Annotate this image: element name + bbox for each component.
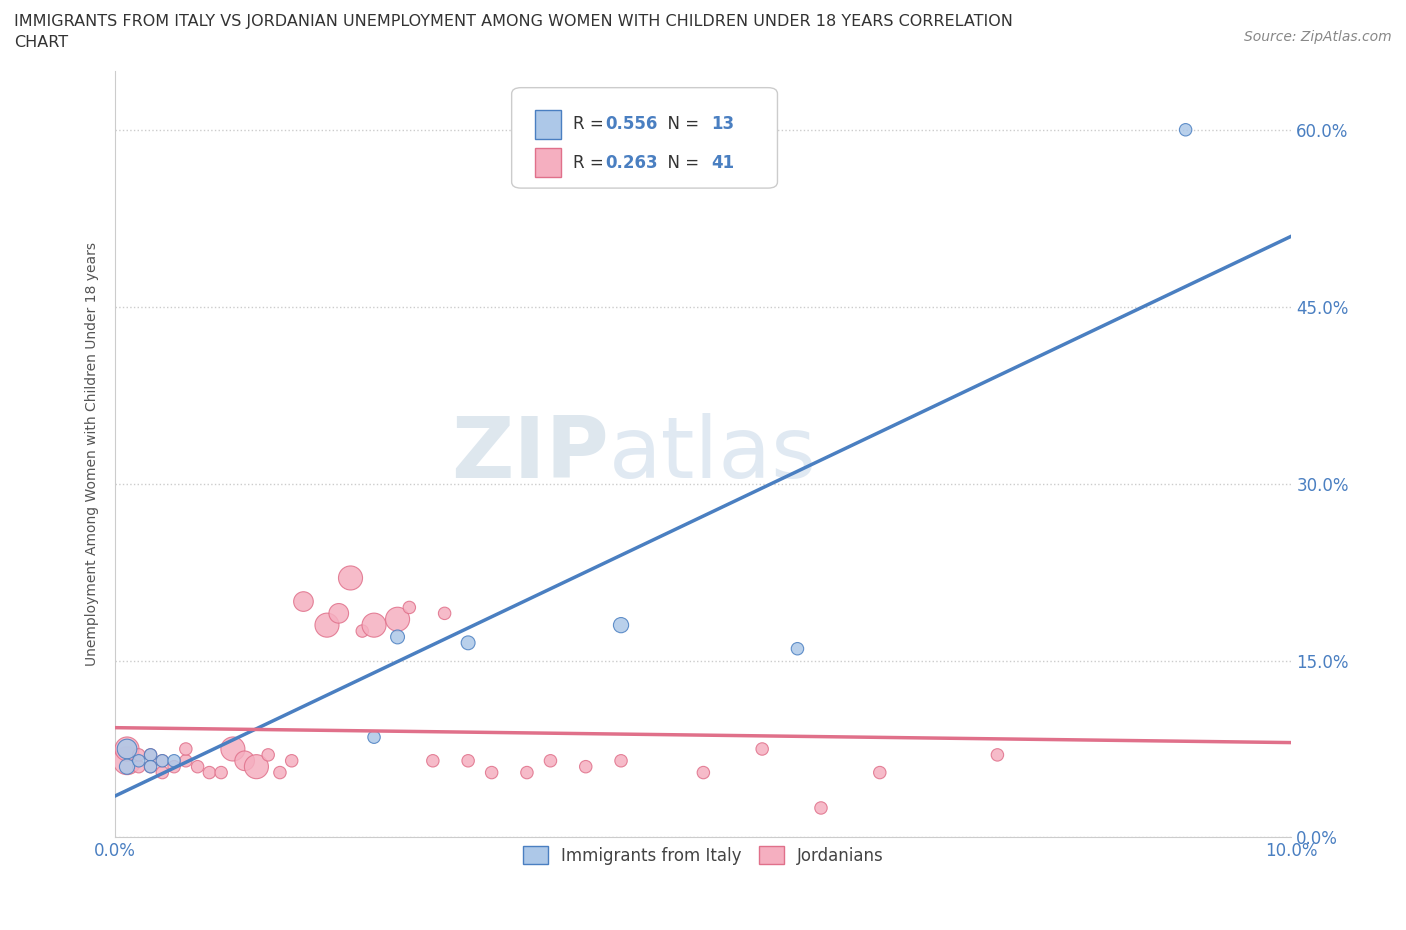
Point [139,759,162,774]
Point [786,642,808,657]
Point [516,765,538,780]
Text: CHART: CHART [14,35,67,50]
Point [269,765,291,780]
Point [222,741,245,756]
Point [115,753,138,768]
Point [257,748,280,763]
Point [128,759,150,774]
Text: R =: R = [572,115,609,134]
Point [150,753,173,768]
Point [209,765,232,780]
Point [457,635,479,650]
Point [198,765,221,780]
Point [363,618,385,632]
Point [163,759,186,774]
Point [150,753,173,768]
Point [150,765,173,780]
Legend: Immigrants from Italy, Jordanians: Immigrants from Italy, Jordanians [516,840,890,871]
Text: 41: 41 [711,153,735,172]
Point [187,759,209,774]
Point [1174,123,1197,138]
Point [339,570,361,585]
Bar [536,110,561,139]
Point [398,600,420,615]
Text: N =: N = [658,153,704,172]
Point [387,612,409,627]
Point [328,606,350,621]
Point [575,759,598,774]
Point [387,630,409,644]
Point [316,618,339,632]
Point [115,759,138,774]
Point [352,624,374,639]
Text: 13: 13 [711,115,735,134]
Text: ZIP: ZIP [451,413,609,496]
Point [751,741,773,756]
Point [163,753,186,768]
Text: IMMIGRANTS FROM ITALY VS JORDANIAN UNEMPLOYMENT AMONG WOMEN WITH CHILDREN UNDER : IMMIGRANTS FROM ITALY VS JORDANIAN UNEMP… [14,14,1012,29]
Point [139,748,162,763]
Point [869,765,891,780]
Text: N =: N = [658,115,704,134]
Point [610,618,633,632]
Point [540,753,562,768]
Point [292,594,315,609]
Point [610,753,633,768]
Point [457,753,479,768]
Text: Source: ZipAtlas.com: Source: ZipAtlas.com [1244,30,1392,44]
Point [128,753,150,768]
Point [363,730,385,745]
Text: R =: R = [572,153,609,172]
Bar [536,148,561,178]
Point [481,765,503,780]
FancyBboxPatch shape [512,87,778,188]
Point [433,606,456,621]
Text: 0.263: 0.263 [606,153,658,172]
Text: 0.556: 0.556 [606,115,658,134]
Point [115,741,138,756]
Point [810,801,832,816]
Point [422,753,444,768]
Point [174,741,197,756]
Point [233,753,256,768]
Point [245,759,267,774]
Point [174,753,197,768]
Text: atlas: atlas [609,413,817,496]
Point [692,765,714,780]
Point [115,741,138,756]
Point [128,748,150,763]
Point [986,748,1008,763]
Y-axis label: Unemployment Among Women with Children Under 18 years: Unemployment Among Women with Children U… [86,242,100,666]
Point [139,759,162,774]
Point [139,748,162,763]
Point [280,753,302,768]
